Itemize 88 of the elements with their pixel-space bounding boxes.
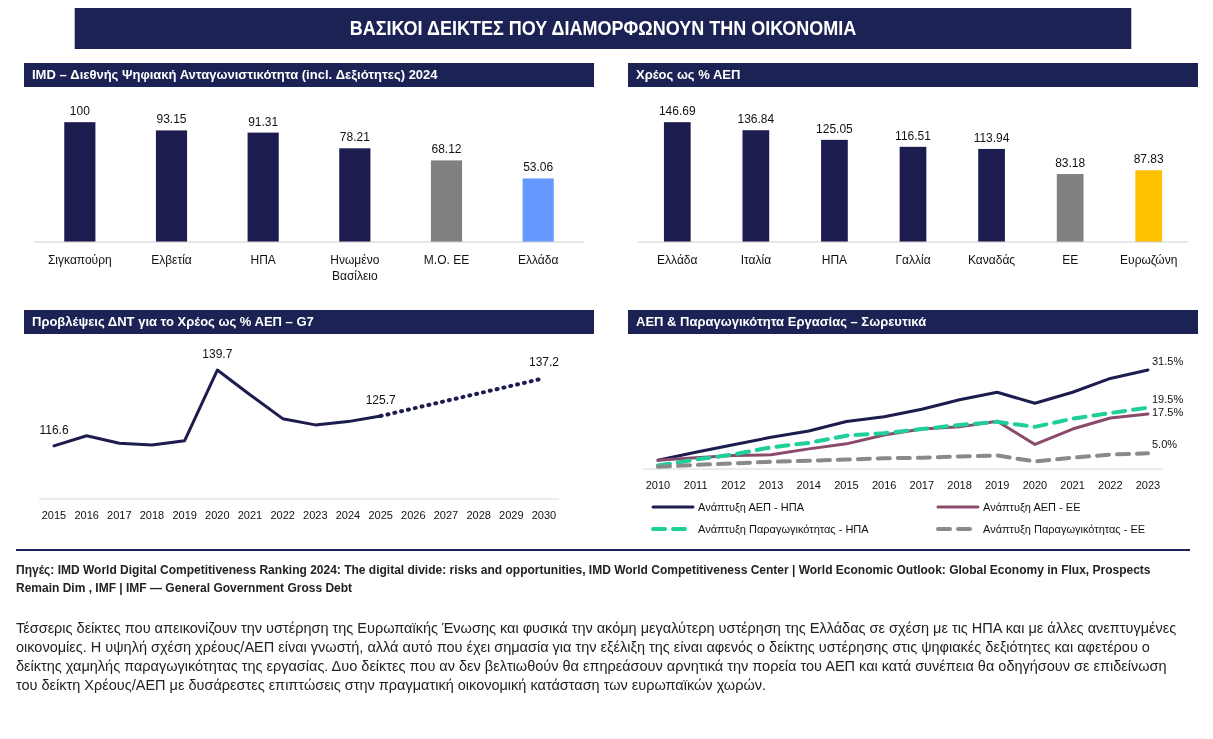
x-tick-label: 2012 bbox=[721, 479, 746, 491]
x-tick-label: 2026 bbox=[401, 509, 426, 521]
legend-label: Ανάπτυξη Παραγωγικότητας - ΕΕ bbox=[983, 523, 1146, 535]
x-tick-label: 2021 bbox=[1060, 479, 1085, 491]
x-tick-label: 2017 bbox=[107, 509, 132, 521]
legend-label: Ανάπτυξη ΑΕΠ - ΗΠΑ bbox=[698, 501, 805, 513]
x-tick-label: ΗΠΑ bbox=[250, 253, 276, 267]
data-label: 53.06 bbox=[523, 160, 554, 175]
bar bbox=[64, 122, 96, 242]
x-tick-label: 2023 bbox=[1135, 479, 1161, 491]
x-tick-label: Καναδάς bbox=[968, 253, 1016, 267]
bar bbox=[339, 148, 371, 242]
data-label: 100 bbox=[69, 104, 91, 119]
data-label: 91.31 bbox=[248, 114, 279, 129]
data-label: 17.5% bbox=[1152, 405, 1184, 418]
data-label: 87.83 bbox=[1133, 152, 1165, 167]
x-tick-label: 2019 bbox=[172, 509, 197, 521]
chart-title: IMD – Διεθνής Ψηφιακή Ανταγωνιστικότητα (incl. Δεξιότητες) 2024 bbox=[24, 63, 594, 87]
x-tick-label: 2017 bbox=[909, 479, 935, 491]
x-tick-label: 2025 bbox=[368, 509, 393, 521]
x-tick-label: 2018 bbox=[947, 479, 972, 491]
text: ΒΑΣΙΚΟΙ ΔΕΙΚΤΕΣ ΠΟΥ ΔΙΑΜΟΡΦΩΝΟΥΝ ΤΗΝ ΟΙΚΟΝΟΜΙΑ bbox=[74, 8, 1132, 49]
x-tick-label: Ευρωζώνη bbox=[1120, 253, 1178, 267]
x-tick-label: 2016 bbox=[74, 509, 99, 521]
x-tick-label: 2013 bbox=[758, 479, 784, 491]
data-label: 139.7 bbox=[202, 347, 233, 362]
bar bbox=[978, 148, 1005, 242]
data-label: 125.7 bbox=[365, 393, 397, 408]
x-tick-label: Ελλάδα bbox=[657, 253, 698, 267]
x-tick-label: Σιγκαπούρη bbox=[47, 253, 112, 267]
x-tick-label: 2022 bbox=[270, 509, 295, 521]
x-tick-label: 2016 bbox=[871, 479, 897, 491]
x-tick-label: 2015 bbox=[834, 479, 859, 491]
data-label: 113.94 bbox=[973, 130, 1010, 145]
legend-label: Ανάπτυξη ΑΕΠ - ΕΕ bbox=[983, 501, 1081, 513]
x-tick-label: 2020 bbox=[205, 509, 230, 521]
x-tick-label: 2021 bbox=[237, 509, 263, 521]
x-tick-label: 2029 bbox=[499, 509, 524, 521]
chart-title: Προβλέψεις ΔΝΤ για το Χρέος ως % ΑΕΠ – G7 bbox=[24, 310, 594, 334]
x-tick-label: 2027 bbox=[433, 509, 459, 521]
data-label: 68.12 bbox=[431, 142, 462, 157]
data-label: 116.51 bbox=[895, 128, 932, 143]
data-label: 125.05 bbox=[816, 121, 854, 136]
bar bbox=[821, 139, 848, 242]
data-label: 137.2 bbox=[528, 355, 560, 370]
chart-title: ΑΕΠ & Παραγωγικότητα Εργασίας – Σωρευτικά bbox=[628, 310, 1198, 334]
x-tick-label: 2015 bbox=[41, 509, 67, 521]
bar bbox=[247, 132, 279, 242]
x-tick-label: 2018 bbox=[139, 509, 165, 521]
bar bbox=[663, 122, 691, 242]
x-tick-label: Γαλλία bbox=[895, 253, 931, 267]
x-tick-label: 2014 bbox=[796, 479, 822, 491]
bar bbox=[742, 130, 770, 242]
x-tick-label: 2024 bbox=[335, 509, 361, 521]
data-label: 136.84 bbox=[737, 112, 775, 127]
data-label: 31.5% bbox=[1152, 354, 1184, 367]
data-label: 5.0% bbox=[1152, 438, 1178, 451]
x-tick-label: 2020 bbox=[1022, 479, 1048, 491]
data-label: 19.5% bbox=[1152, 392, 1184, 405]
bar bbox=[522, 178, 554, 242]
data-label: 78.21 bbox=[339, 130, 371, 145]
chart-title: Χρέος ως % ΑΕΠ bbox=[628, 63, 1198, 87]
x-tick-label: Ιταλία bbox=[740, 253, 772, 267]
x-tick-label: 2023 bbox=[303, 509, 328, 521]
x-tick-label: 2030 bbox=[531, 509, 557, 521]
text: Τέσσερις δείκτες που απεικονίζουν την υστέρηση της Ευρωπαϊκής Ένωσης και φυσικά την ακόμη μεγαλύτερη υστέρηση της Ελλάδας σε σχέση με τις ΗΠΑ και με άλλες ανεπτυγμένες οικονομίες. Η υψηλή σχέση χρέους/ΑΕΠ είναι γνωστή, αλλά αυτό που έχει σημασία για την εξέλιξη της είναι αφενός ο δείκτης υστέρησης στις ψηφιακές δεξιότητες και αφετέρου ο δείκτης χαμηλής παραγωγικότητας της εργασίας. Δυο δείκτες που αν δεν βελτιωθούν θα επηρεάσουν αρνητικά την πορεία του ΑΕΠ και κατά συνέπεια θα οδηγήσουν σε επιδείνωση του δείκτη Χρέους/ΑΕΠ με δυσάρεστες επιπτώσεις στην πραγματική οικονομική κατάσταση των ευρωπαϊκών χωρών. bbox=[16, 619, 1178, 695]
x-tick-label: Μ.Ο. ΕΕ bbox=[423, 253, 470, 267]
data-label: 93.15 bbox=[156, 112, 187, 127]
x-tick-label: ΕΕ bbox=[1062, 253, 1079, 267]
x-tick-label: Ελβετία bbox=[151, 253, 192, 267]
data-label: 146.69 bbox=[658, 104, 696, 119]
x-tick-label: 2028 bbox=[466, 509, 491, 521]
bar bbox=[430, 160, 463, 242]
bar bbox=[899, 146, 927, 242]
x-tick-label: 2022 bbox=[1098, 479, 1123, 491]
x-tick-label: Ελλάδα bbox=[517, 253, 559, 267]
x-tick-label: 2011 bbox=[683, 479, 708, 491]
bar bbox=[155, 130, 188, 242]
bar bbox=[1056, 174, 1084, 242]
x-tick-label: 2019 bbox=[984, 479, 1010, 491]
x-tick-label: Ηνωμένο Βασίλειο bbox=[330, 253, 380, 283]
x-tick-label: 2010 bbox=[645, 479, 671, 491]
bar bbox=[1135, 170, 1163, 242]
legend-label: Ανάπτυξη Παραγωγικότητας - ΗΠΑ bbox=[698, 523, 870, 535]
x-tick-label: ΗΠΑ bbox=[821, 253, 848, 267]
data-label: 116.6 bbox=[39, 422, 69, 437]
data-label: 83.18 bbox=[1055, 156, 1086, 171]
text: Πηγές: IMD World Digital Competitiveness Ranking 2024: The digital divide: risks and opportunities, IMD World Competitiveness Center | World Economic Outlook: Global Economy in Flux, Prospects Remain Dim , IMF | IMF — General Government Gross Debt bbox=[16, 562, 1152, 597]
